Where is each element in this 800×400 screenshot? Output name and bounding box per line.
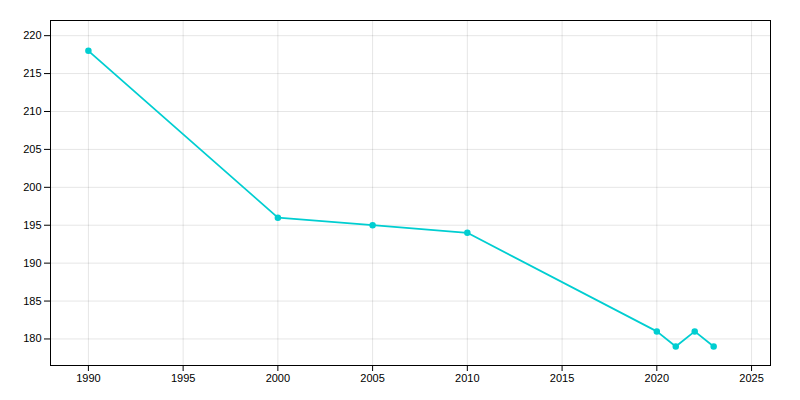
svg-text:190: 190 bbox=[23, 257, 41, 269]
svg-text:2010: 2010 bbox=[455, 372, 479, 384]
svg-text:205: 205 bbox=[23, 143, 41, 155]
svg-text:2000: 2000 bbox=[266, 372, 290, 384]
svg-text:220: 220 bbox=[23, 29, 41, 41]
svg-text:210: 210 bbox=[23, 105, 41, 117]
svg-text:215: 215 bbox=[23, 67, 41, 79]
svg-text:2015: 2015 bbox=[550, 372, 574, 384]
svg-text:2005: 2005 bbox=[360, 372, 384, 384]
svg-text:195: 195 bbox=[23, 219, 41, 231]
svg-text:185: 185 bbox=[23, 295, 41, 307]
svg-text:200: 200 bbox=[23, 181, 41, 193]
svg-text:2020: 2020 bbox=[645, 372, 669, 384]
svg-text:180: 180 bbox=[23, 332, 41, 344]
svg-text:1990: 1990 bbox=[76, 372, 100, 384]
svg-text:2025: 2025 bbox=[739, 372, 763, 384]
svg-text:1995: 1995 bbox=[171, 372, 195, 384]
